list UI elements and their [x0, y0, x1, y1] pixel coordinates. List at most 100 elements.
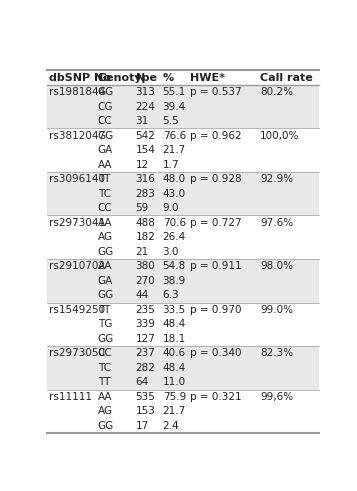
- Text: AA: AA: [97, 160, 112, 169]
- Text: GG: GG: [97, 87, 114, 97]
- Text: 270: 270: [136, 276, 155, 286]
- Text: 82.3%: 82.3%: [260, 348, 293, 358]
- Text: p = 0.537: p = 0.537: [190, 87, 241, 97]
- Text: rs2910702: rs2910702: [49, 261, 105, 271]
- Text: 6.3: 6.3: [163, 290, 179, 300]
- Text: HWE*: HWE*: [190, 73, 225, 82]
- Text: 48.4: 48.4: [163, 319, 186, 329]
- Text: 339: 339: [136, 319, 155, 329]
- Text: AA: AA: [97, 218, 112, 228]
- Text: Call rate: Call rate: [260, 73, 313, 82]
- Text: rs3812047: rs3812047: [49, 131, 105, 140]
- Bar: [47, 390, 318, 404]
- Text: 283: 283: [136, 189, 155, 199]
- Text: 18.1: 18.1: [163, 334, 186, 344]
- Text: rs3096140: rs3096140: [49, 174, 105, 184]
- Text: GG: GG: [97, 334, 114, 344]
- Text: GA: GA: [97, 276, 113, 286]
- Text: N: N: [136, 73, 145, 82]
- Text: 75.9: 75.9: [163, 392, 186, 402]
- Text: AA: AA: [97, 261, 112, 271]
- Text: 313: 313: [136, 87, 155, 97]
- Text: 97.6%: 97.6%: [260, 218, 293, 228]
- Text: GG: GG: [97, 247, 114, 257]
- Text: 39.4: 39.4: [163, 102, 186, 111]
- Text: p = 0.928: p = 0.928: [190, 174, 241, 184]
- Text: 1.7: 1.7: [163, 160, 179, 169]
- Text: %: %: [163, 73, 174, 82]
- Text: TG: TG: [97, 319, 112, 329]
- Text: 542: 542: [136, 131, 155, 140]
- Bar: [47, 419, 318, 433]
- Text: GG: GG: [97, 421, 114, 431]
- Text: 55.1: 55.1: [163, 87, 186, 97]
- Text: CC: CC: [97, 348, 112, 358]
- Text: TT: TT: [97, 305, 110, 315]
- Text: 488: 488: [136, 218, 155, 228]
- Text: 92.9%: 92.9%: [260, 174, 293, 184]
- Text: 21: 21: [136, 247, 149, 257]
- Text: 31: 31: [136, 116, 149, 126]
- Text: 535: 535: [136, 392, 155, 402]
- Text: 21.7: 21.7: [163, 145, 186, 155]
- Text: 64: 64: [136, 378, 149, 387]
- Text: 282: 282: [136, 363, 155, 373]
- Text: TT: TT: [97, 378, 110, 387]
- Bar: [47, 259, 318, 273]
- Text: rs2973041: rs2973041: [49, 218, 105, 228]
- Text: 48.0: 48.0: [163, 174, 186, 184]
- Text: 99.0%: 99.0%: [260, 305, 293, 315]
- Text: GA: GA: [97, 145, 113, 155]
- Bar: [47, 128, 318, 143]
- Text: 235: 235: [136, 305, 155, 315]
- Bar: [47, 230, 318, 245]
- Text: 59: 59: [136, 203, 149, 213]
- Bar: [47, 172, 318, 187]
- Text: 38.9: 38.9: [163, 276, 186, 286]
- Text: Genotype: Genotype: [97, 73, 157, 82]
- Text: rs1981844: rs1981844: [49, 87, 105, 97]
- Text: 127: 127: [136, 334, 155, 344]
- Bar: [47, 201, 318, 216]
- Bar: [47, 288, 318, 302]
- Bar: [47, 360, 318, 375]
- Text: rs2973050: rs2973050: [49, 348, 105, 358]
- Text: rs11111: rs11111: [49, 392, 92, 402]
- Bar: [47, 216, 318, 230]
- Text: 26.4: 26.4: [163, 232, 186, 242]
- Text: 12: 12: [136, 160, 149, 169]
- Text: 3.0: 3.0: [163, 247, 179, 257]
- Text: 48.4: 48.4: [163, 363, 186, 373]
- Text: 76.6: 76.6: [163, 131, 186, 140]
- Text: 21.7: 21.7: [163, 407, 186, 416]
- Bar: [47, 85, 318, 99]
- Text: 80.2%: 80.2%: [260, 87, 293, 97]
- Bar: [47, 273, 318, 288]
- Bar: [47, 99, 318, 114]
- Text: 2.4: 2.4: [163, 421, 179, 431]
- Bar: [47, 331, 318, 346]
- Text: AA: AA: [97, 392, 112, 402]
- Text: GG: GG: [97, 290, 114, 300]
- Bar: [47, 114, 318, 128]
- Text: p = 0.340: p = 0.340: [190, 348, 241, 358]
- Bar: [47, 346, 318, 360]
- Text: 44: 44: [136, 290, 149, 300]
- Text: 380: 380: [136, 261, 155, 271]
- Text: 40.6: 40.6: [163, 348, 186, 358]
- Bar: [47, 245, 318, 259]
- Text: p = 0.321: p = 0.321: [190, 392, 241, 402]
- Text: 17: 17: [136, 421, 149, 431]
- Text: 153: 153: [136, 407, 155, 416]
- Text: 182: 182: [136, 232, 155, 242]
- Text: CC: CC: [97, 203, 112, 213]
- Bar: [47, 404, 318, 419]
- Text: 70.6: 70.6: [163, 218, 186, 228]
- Text: dbSNP No: dbSNP No: [49, 73, 111, 82]
- Text: TT: TT: [97, 174, 110, 184]
- Bar: [47, 70, 318, 85]
- Text: TC: TC: [97, 363, 111, 373]
- Text: 154: 154: [136, 145, 155, 155]
- Text: AG: AG: [97, 232, 113, 242]
- Text: AG: AG: [97, 407, 113, 416]
